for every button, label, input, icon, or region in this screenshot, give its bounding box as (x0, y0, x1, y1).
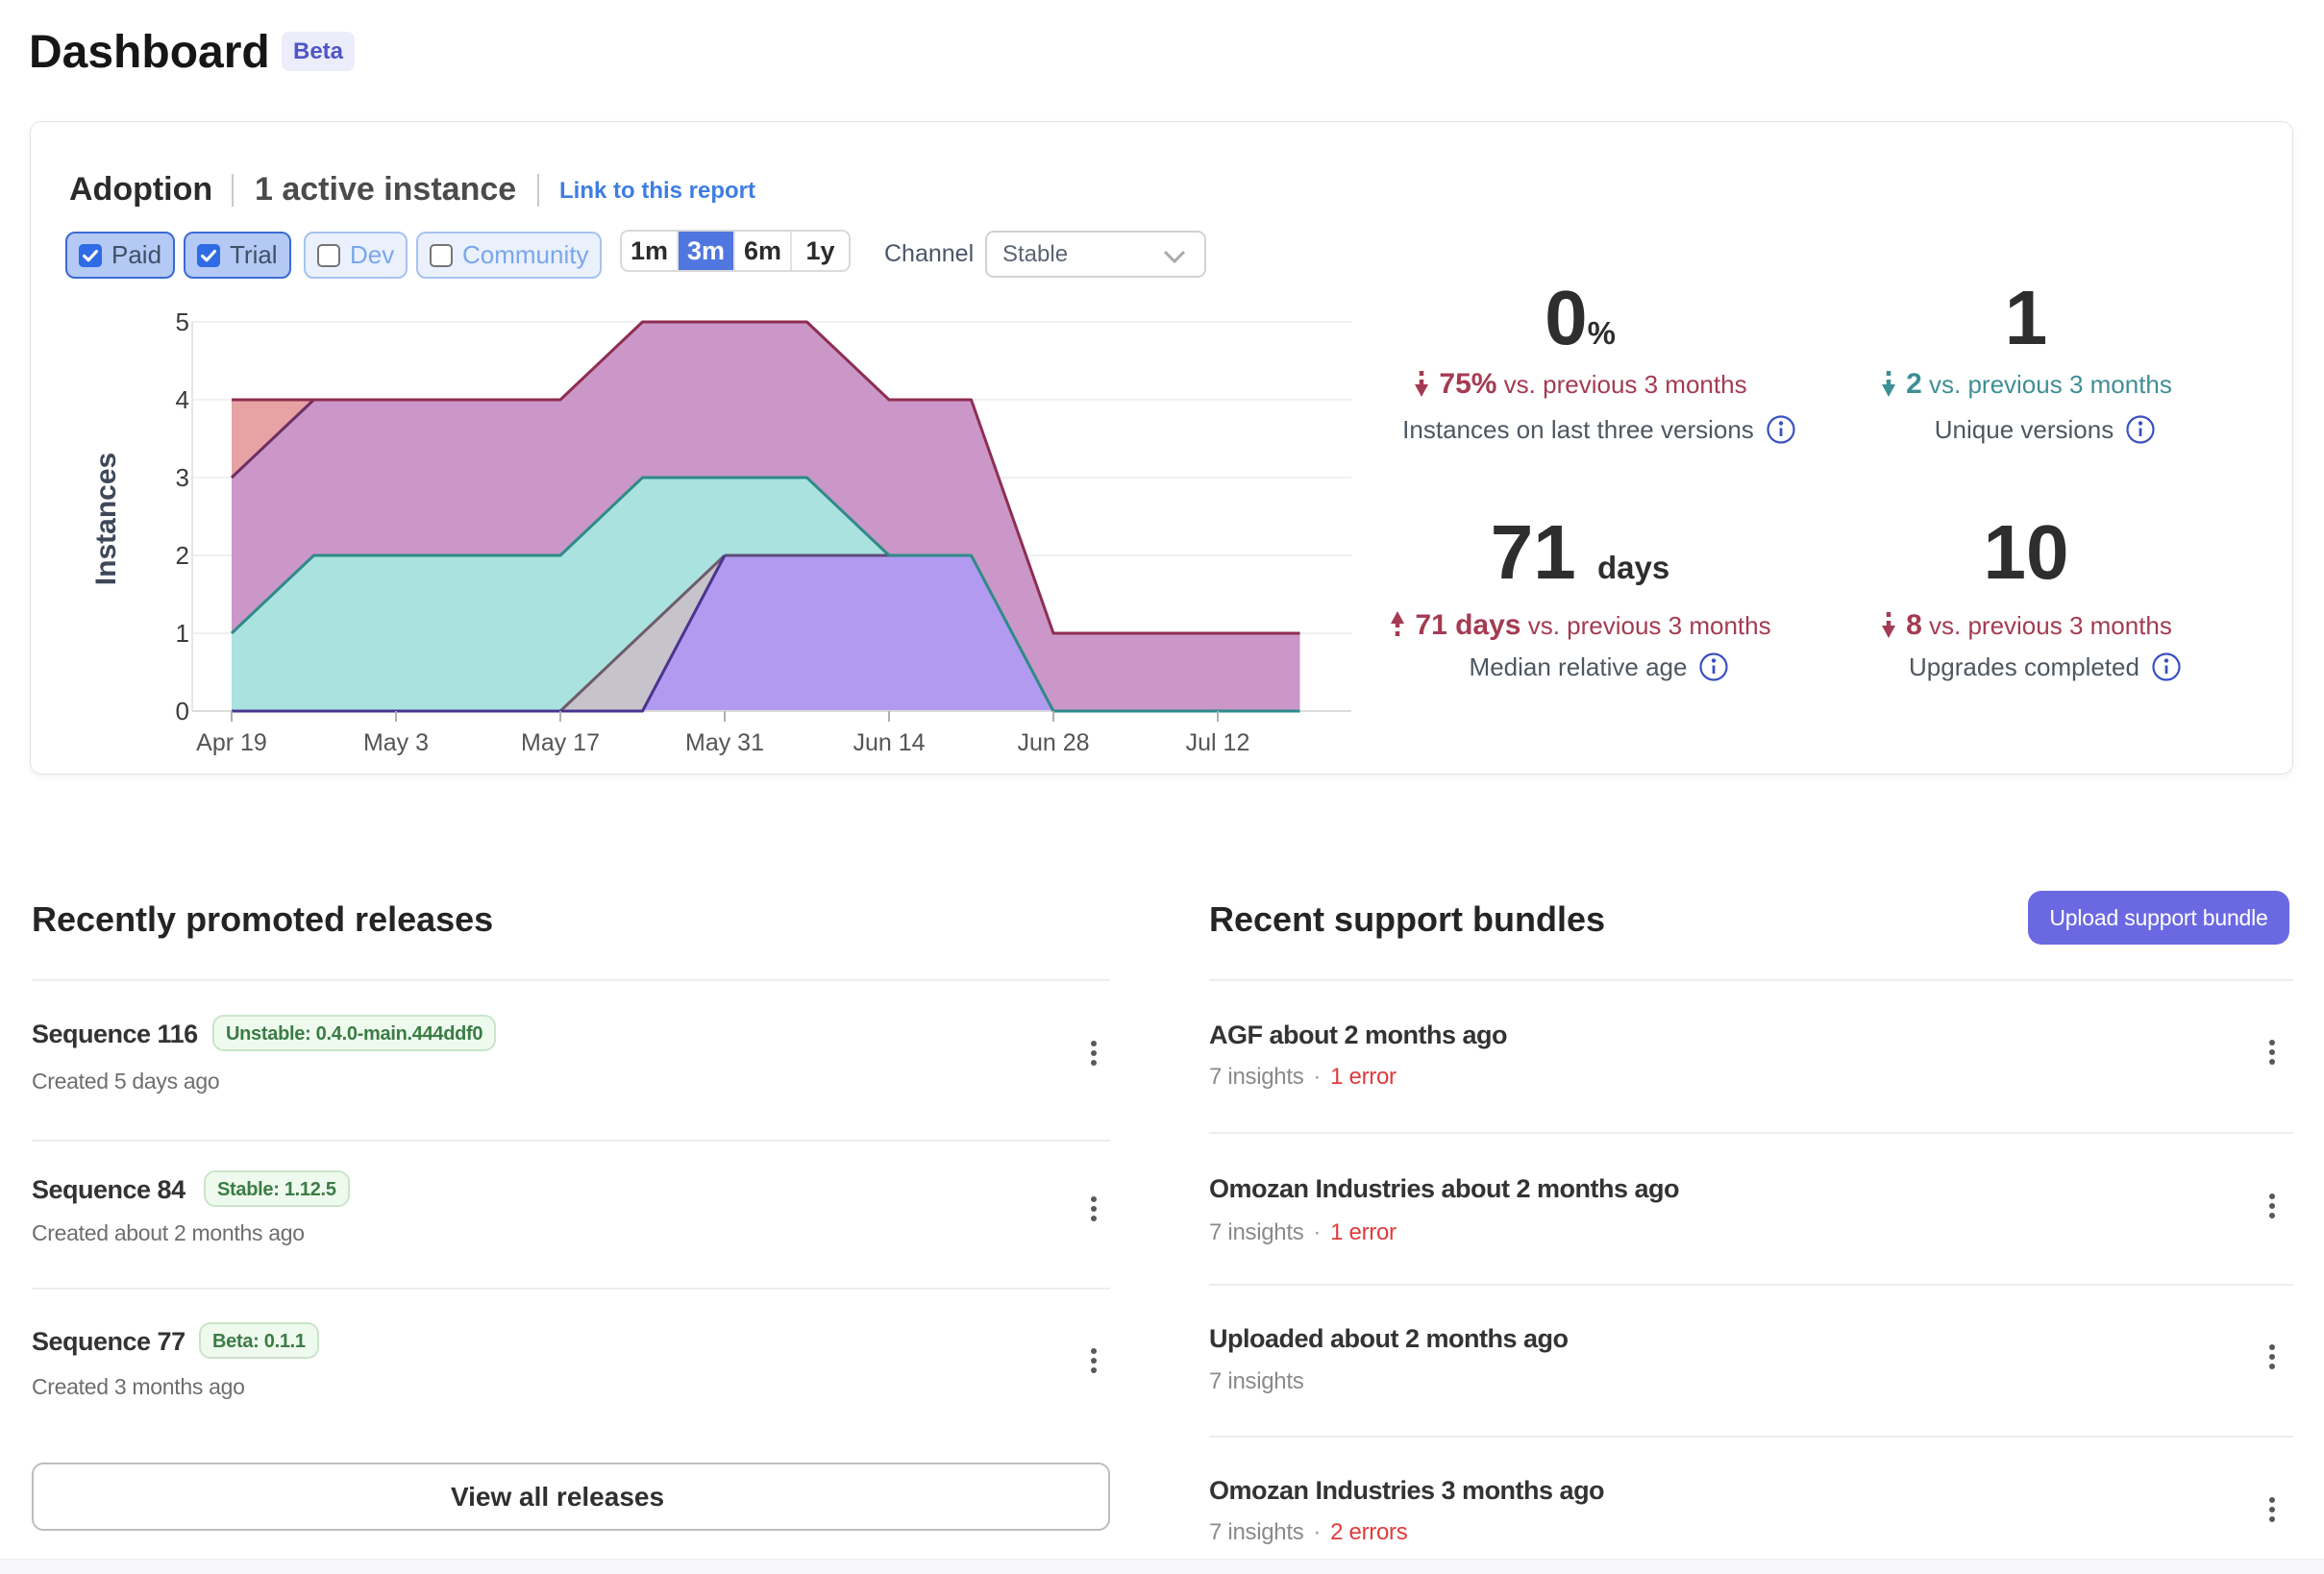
svg-text:2: 2 (176, 541, 189, 570)
svg-text:Jun 28: Jun 28 (1017, 729, 1089, 756)
svg-text:5: 5 (176, 307, 189, 336)
svg-text:Jul 12: Jul 12 (1186, 729, 1250, 756)
svg-text:4: 4 (176, 385, 189, 414)
svg-text:May 31: May 31 (685, 729, 764, 756)
svg-text:Instances: Instances (90, 453, 122, 585)
svg-text:1: 1 (176, 619, 189, 648)
svg-text:Apr 19: Apr 19 (196, 729, 267, 756)
svg-text:0: 0 (176, 697, 189, 726)
svg-text:Jun 14: Jun 14 (853, 729, 925, 756)
svg-text:May 17: May 17 (521, 729, 600, 756)
svg-text:May 3: May 3 (363, 729, 429, 756)
svg-text:3: 3 (176, 463, 189, 492)
